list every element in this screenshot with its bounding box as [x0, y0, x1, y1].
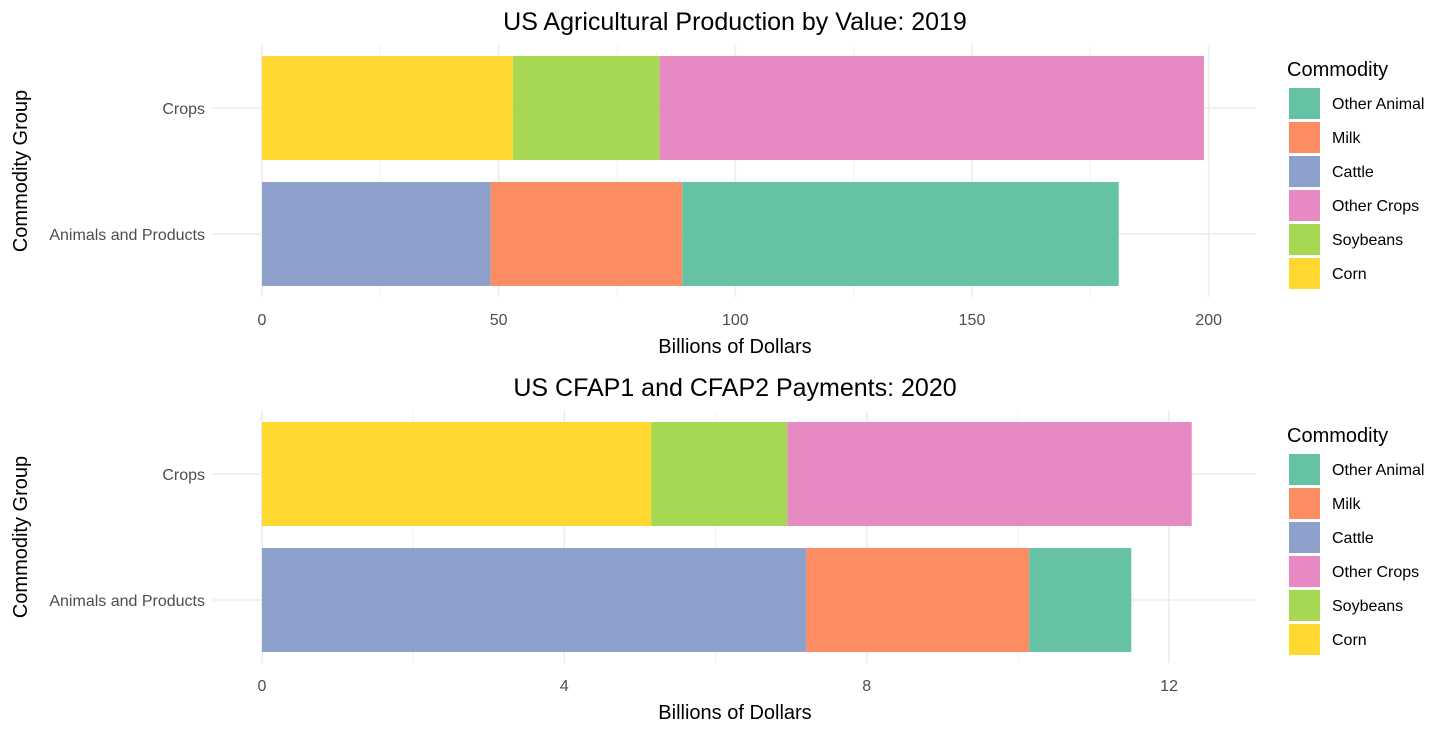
x-tick-label: 150	[959, 312, 986, 329]
legend-label: Corn	[1332, 632, 1367, 649]
bar-segment-other-crops	[787, 422, 1192, 526]
bar-segment-corn	[262, 56, 513, 160]
legend-label: Soybeans	[1332, 232, 1403, 249]
bar-segment-milk	[490, 182, 683, 286]
bar-segment-cattle	[262, 182, 491, 286]
y-axis-title: Commodity Group	[10, 456, 32, 618]
legend-label: Milk	[1332, 496, 1361, 513]
legend-title: Commodity	[1287, 425, 1388, 447]
bar-segment-other-animal	[682, 182, 1119, 286]
x-tick-label: 8	[862, 678, 871, 695]
legend-swatch	[1289, 224, 1320, 255]
legend-swatch	[1289, 522, 1320, 553]
legend-label: Other Crops	[1332, 564, 1419, 581]
x-tick-label: 100	[722, 312, 749, 329]
chart-panel-2: US CFAP1 and CFAP2 Payments: 2020 Crops An…	[10, 374, 1424, 724]
bar-segment-milk	[806, 548, 1030, 652]
bar-segment-soybeans	[512, 56, 660, 160]
chart-title: US CFAP1 and CFAP2 Payments: 2020	[513, 374, 956, 402]
x-tick-label: 200	[1195, 312, 1222, 329]
legend-title: Commodity	[1287, 59, 1388, 81]
legend-label: Milk	[1332, 130, 1361, 147]
legend-swatch	[1289, 454, 1320, 485]
y-axis-title: Commodity Group	[10, 90, 32, 252]
y-tick-label: Crops	[162, 101, 205, 118]
y-tick-label: Animals and Products	[49, 593, 205, 610]
legend-swatch	[1289, 258, 1320, 289]
legend-label: Cattle	[1332, 530, 1374, 547]
legend-swatch	[1289, 190, 1320, 221]
legend-label: Other Animal	[1332, 96, 1424, 113]
x-tick-label: 0	[258, 678, 267, 695]
bar-segment-corn	[262, 422, 652, 526]
legend-swatch	[1289, 88, 1320, 119]
legend-label: Other Animal	[1332, 462, 1424, 479]
bar-segment-soybeans	[651, 422, 788, 526]
x-axis-title: Billions of Dollars	[658, 336, 811, 358]
bar-segment-cattle	[262, 548, 807, 652]
bar-segment-other-crops	[659, 56, 1204, 160]
chart-panel-1: US Agricultural Production by Value: 201…	[10, 8, 1424, 358]
legend-swatch	[1289, 624, 1320, 655]
y-tick-label: Crops	[162, 467, 205, 484]
chart-title: US Agricultural Production by Value: 201…	[503, 8, 967, 36]
legend-label: Other Crops	[1332, 198, 1419, 215]
legend-swatch	[1289, 488, 1320, 519]
x-axis-title: Billions of Dollars	[658, 702, 811, 724]
x-tick-label: 0	[258, 312, 267, 329]
legend-swatch	[1289, 122, 1320, 153]
x-tick-label: 12	[1160, 678, 1178, 695]
bar-segment-other-animal	[1029, 548, 1132, 652]
legend: Commodity Other Animal Milk Cattle Other Cro…	[1287, 59, 1424, 289]
y-tick-label: Animals and Products	[49, 227, 205, 244]
x-tick-label: 50	[490, 312, 508, 329]
legend-swatch	[1289, 156, 1320, 187]
x-tick-label: 4	[560, 678, 569, 695]
legend-swatch	[1289, 556, 1320, 587]
legend-label: Corn	[1332, 266, 1367, 283]
legend-label: Soybeans	[1332, 598, 1403, 615]
legend-swatch	[1289, 590, 1320, 621]
legend-label: Cattle	[1332, 164, 1374, 181]
legend: Commodity Other Animal Milk Cattle Other Cro…	[1287, 425, 1424, 655]
